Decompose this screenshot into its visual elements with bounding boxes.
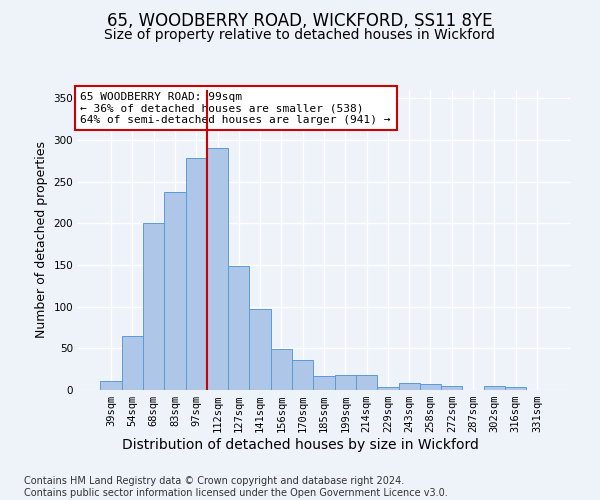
- Text: Size of property relative to detached houses in Wickford: Size of property relative to detached ho…: [104, 28, 496, 42]
- Bar: [228, 266, 250, 390]
- Bar: [505, 386, 526, 390]
- Bar: [484, 386, 505, 390]
- Text: Contains HM Land Registry data © Crown copyright and database right 2024.
Contai: Contains HM Land Registry data © Crown c…: [24, 476, 448, 498]
- Bar: [122, 336, 143, 390]
- Bar: [100, 381, 122, 390]
- Bar: [250, 309, 271, 390]
- Bar: [441, 386, 463, 390]
- Bar: [398, 384, 420, 390]
- Y-axis label: Number of detached properties: Number of detached properties: [35, 142, 48, 338]
- Text: 65, WOODBERRY ROAD, WICKFORD, SS11 8YE: 65, WOODBERRY ROAD, WICKFORD, SS11 8YE: [107, 12, 493, 30]
- Bar: [313, 376, 335, 390]
- Bar: [185, 158, 207, 390]
- Text: 65 WOODBERRY ROAD: 99sqm
← 36% of detached houses are smaller (538)
64% of semi-: 65 WOODBERRY ROAD: 99sqm ← 36% of detach…: [80, 92, 391, 124]
- Bar: [356, 375, 377, 390]
- Bar: [377, 386, 398, 390]
- Text: Distribution of detached houses by size in Wickford: Distribution of detached houses by size …: [122, 438, 478, 452]
- Bar: [143, 224, 164, 390]
- Bar: [335, 375, 356, 390]
- Bar: [207, 148, 228, 390]
- Bar: [292, 360, 313, 390]
- Bar: [420, 384, 441, 390]
- Bar: [271, 349, 292, 390]
- Bar: [164, 192, 185, 390]
